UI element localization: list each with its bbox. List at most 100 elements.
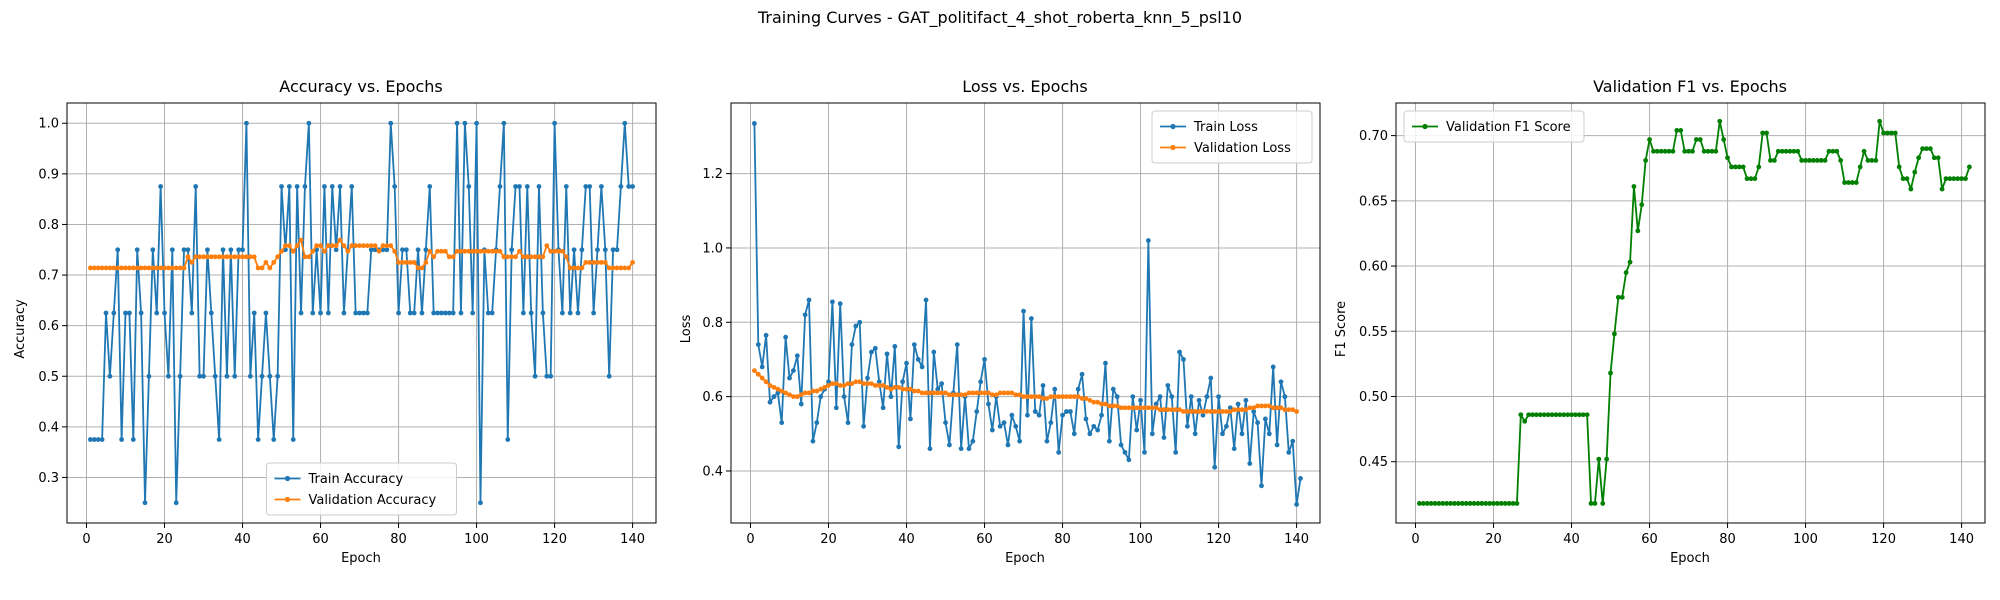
data-point xyxy=(993,394,999,400)
data-point xyxy=(970,390,976,396)
data-point xyxy=(598,184,604,189)
data-point xyxy=(1157,407,1163,413)
data-point xyxy=(1298,476,1303,481)
data-point xyxy=(1165,407,1171,413)
data-point xyxy=(271,437,277,442)
legend-item: Train Loss xyxy=(1160,120,1258,135)
data-point xyxy=(841,383,847,388)
data-point xyxy=(1294,409,1299,414)
data-point xyxy=(103,265,109,271)
data-point xyxy=(610,247,616,253)
data-point xyxy=(583,184,589,189)
data-point xyxy=(775,390,781,396)
data-point xyxy=(142,265,148,271)
data-point xyxy=(205,247,210,253)
data-point xyxy=(1865,157,1871,163)
data-point xyxy=(1900,176,1906,182)
legend-swatch-marker xyxy=(1422,123,1428,130)
data-point xyxy=(232,373,238,379)
data-point xyxy=(474,248,479,254)
data-point xyxy=(814,388,820,394)
data-point xyxy=(392,184,398,189)
y-tick-label: 0.8 xyxy=(702,316,723,331)
data-point xyxy=(1810,157,1816,163)
data-point xyxy=(1009,412,1015,418)
legend-item: Validation Accuracy xyxy=(274,493,436,508)
data-point xyxy=(532,254,538,260)
data-point xyxy=(986,390,991,396)
data-point xyxy=(1278,379,1284,385)
data-point xyxy=(880,383,886,388)
data-point xyxy=(1021,394,1026,400)
axes: 0 20 40 60 80 100 120 140 0.3 0.4 0.5 0.6 0.7 0.8 0.9 1… xyxy=(38,102,657,547)
data-point xyxy=(997,390,1003,396)
data-point xyxy=(1235,407,1241,413)
grid xyxy=(1396,103,1985,523)
data-point xyxy=(536,254,542,260)
data-point xyxy=(181,247,187,253)
data-point xyxy=(325,243,331,249)
data-point xyxy=(771,384,777,390)
data-point xyxy=(1282,394,1288,400)
series-validation-loss xyxy=(752,368,1299,414)
data-point xyxy=(884,351,890,357)
data-point xyxy=(1251,405,1257,411)
data-point xyxy=(966,446,972,452)
data-point xyxy=(787,392,792,398)
data-point xyxy=(950,392,956,398)
data-point xyxy=(1701,148,1707,154)
data-point xyxy=(1444,501,1450,506)
data-point xyxy=(267,373,273,379)
data-point xyxy=(1216,394,1221,400)
data-point xyxy=(1615,294,1621,300)
data-point xyxy=(1087,397,1093,403)
data-point xyxy=(1775,148,1781,154)
y-tick-label: 0.70 xyxy=(1359,129,1388,144)
data-point xyxy=(325,310,331,316)
data-point xyxy=(240,254,245,260)
data-point xyxy=(1807,157,1812,163)
data-point xyxy=(837,301,843,307)
data-point xyxy=(1040,396,1046,401)
data-point xyxy=(1196,397,1202,403)
data-point xyxy=(880,405,886,411)
data-point xyxy=(1036,394,1042,400)
data-point xyxy=(466,248,472,254)
data-point xyxy=(1643,157,1649,163)
data-point xyxy=(1436,501,1442,506)
data-point xyxy=(1103,401,1108,407)
data-point xyxy=(193,184,199,189)
data-point xyxy=(1619,294,1625,300)
data-point xyxy=(1561,412,1567,418)
data-point xyxy=(1693,137,1699,142)
data-point xyxy=(1071,431,1077,437)
data-point xyxy=(1639,202,1645,208)
data-point xyxy=(1892,130,1898,136)
data-point xyxy=(435,248,440,254)
data-point xyxy=(411,310,417,316)
data-point xyxy=(1537,412,1543,418)
data-point xyxy=(857,379,863,385)
data-point xyxy=(329,184,335,189)
data-point xyxy=(364,243,370,249)
data-point xyxy=(1502,501,1508,506)
data-point xyxy=(759,375,765,381)
data-point xyxy=(263,310,269,316)
data-point xyxy=(1686,148,1691,154)
data-point xyxy=(865,375,870,381)
legend-swatch-marker xyxy=(284,475,291,482)
data-point xyxy=(583,260,589,265)
data-point xyxy=(1126,457,1132,463)
data-point xyxy=(606,265,612,271)
data-point xyxy=(411,260,417,265)
data-point xyxy=(869,381,874,387)
y-axis-label: F1 Score xyxy=(1334,301,1349,357)
data-point xyxy=(193,254,199,260)
data-point xyxy=(1760,130,1766,136)
data-point xyxy=(1095,399,1101,405)
data-point xyxy=(853,379,859,385)
data-point xyxy=(755,371,761,377)
data-point xyxy=(255,437,261,442)
data-point xyxy=(1795,148,1801,154)
figure-title: Training Curves - GAT_politifact_4_shot_… xyxy=(757,8,1243,27)
